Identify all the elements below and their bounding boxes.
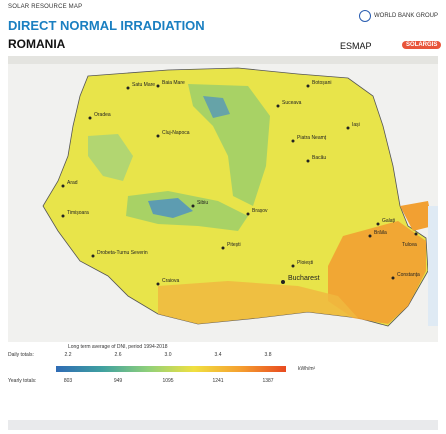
- city-oradea: [88, 116, 92, 120]
- city-label-pitesti: Pitești: [227, 242, 241, 248]
- daily-tick: 3.0: [164, 352, 172, 358]
- city-label-ploiesti: Ploiești: [297, 260, 313, 266]
- city-pitesti: [221, 246, 225, 250]
- legend-color-bar: [56, 366, 286, 372]
- footer-band: [8, 420, 438, 430]
- city-label-oradea: Oradea: [94, 112, 111, 118]
- city-label-constanta: Constanța: [397, 272, 420, 278]
- yearly-label: Yearly totals:: [8, 378, 37, 384]
- country-name: ROMANIA: [8, 37, 66, 51]
- black-sea: [428, 206, 438, 326]
- yearly-tick: 1387: [262, 378, 274, 384]
- city-botosani: [306, 84, 310, 88]
- city-markers: Satu Mare Baia Mare Botoșani Suceava Ora…: [61, 80, 420, 286]
- danube-delta: [400, 201, 433, 231]
- map-pretitle: SOLAR RESOURCE MAP: [8, 4, 83, 10]
- mountain-low-dni-2: [203, 96, 230, 118]
- city-brasov: [246, 212, 250, 216]
- world-bank-label: WORLD BANK GROUP: [373, 13, 438, 19]
- city-label-drobeta: Drobeta-Turnu Severin: [97, 250, 148, 256]
- city-craiova: [156, 282, 160, 286]
- daily-tick: 2.2: [64, 352, 72, 358]
- dobrogea-high-dni: [328, 221, 426, 324]
- city-ploiesti: [291, 264, 295, 268]
- daily-tick: 2.6: [114, 352, 122, 358]
- city-drobeta: [91, 254, 95, 258]
- city-arad: [61, 184, 65, 188]
- yearly-tick: 803: [63, 378, 73, 384]
- apuseni-mountains: [88, 134, 133, 181]
- city-label-braila: Brăila: [374, 230, 387, 236]
- city-sibiu: [191, 204, 195, 208]
- daily-label: Daily totals:: [8, 352, 34, 358]
- city-bacau: [306, 159, 310, 163]
- solargis-logo: SOLARGIS: [402, 41, 442, 49]
- yearly-tick: 1095: [162, 378, 174, 384]
- city-timisoara: [61, 214, 65, 218]
- map-top-band: [8, 56, 438, 64]
- world-bank-logo: WORLD BANK GROUP: [358, 10, 438, 22]
- city-tulcea: [414, 232, 418, 236]
- legend-title: Long term average of DNI, period 1994-20…: [68, 344, 168, 350]
- mountain-low-dni-1: [148, 198, 193, 218]
- yearly-tick: 1241: [212, 378, 224, 384]
- city-label-botosani: Botoșani: [312, 80, 331, 86]
- yearly-tick: 949: [113, 378, 123, 384]
- city-label-suceava: Suceava: [282, 100, 302, 106]
- daily-tick: 3.8: [264, 352, 272, 358]
- esmap-logo: ESMAP: [340, 41, 372, 51]
- city-label-tulcea: Tulcea: [402, 242, 417, 248]
- city-label-satu-mare: Satu Mare: [132, 82, 155, 88]
- city-label-iasi: Iași: [352, 122, 360, 128]
- city-bucharest: [281, 280, 285, 284]
- south-plain-high-dni: [158, 281, 358, 324]
- map-title: DIRECT NORMAL IRRADIATION: [8, 18, 205, 33]
- city-label-piatra-neamt: Piatra Neamț: [297, 135, 327, 141]
- city-label-arad: Arad: [67, 180, 78, 186]
- city-braila: [368, 234, 372, 238]
- city-label-baia-mare: Baia Mare: [162, 80, 185, 86]
- city-cluj: [156, 134, 160, 138]
- city-label-craiova: Craiova: [162, 278, 179, 284]
- dni-map: Satu Mare Baia Mare Botoșani Suceava Ora…: [8, 56, 438, 342]
- city-label-cluj: Cluj-Napoca: [162, 130, 190, 136]
- city-label-bucharest: Bucharest: [288, 275, 320, 282]
- city-iasi: [346, 126, 350, 130]
- city-label-bacau: Bacău: [312, 155, 326, 161]
- city-label-galati: Galați: [382, 218, 395, 224]
- city-suceava: [276, 104, 280, 108]
- city-piatra-neamt: [291, 139, 295, 143]
- legend: Long term average of DNI, period 1994-20…: [8, 344, 438, 404]
- daily-tick: 3.4: [214, 352, 222, 358]
- city-label-brasov: Brașov: [252, 208, 268, 214]
- city-constanta: [391, 276, 395, 280]
- city-label-timisoara: Timișoara: [67, 210, 89, 216]
- legend-unit: kWh/m²: [298, 366, 316, 372]
- city-satu-mare: [126, 86, 130, 90]
- carpathians-east: [188, 84, 270, 206]
- city-baia-mare: [156, 84, 160, 88]
- city-galati: [376, 222, 380, 226]
- city-label-sibiu: Sibiu: [197, 200, 208, 206]
- globe-icon: [358, 10, 371, 22]
